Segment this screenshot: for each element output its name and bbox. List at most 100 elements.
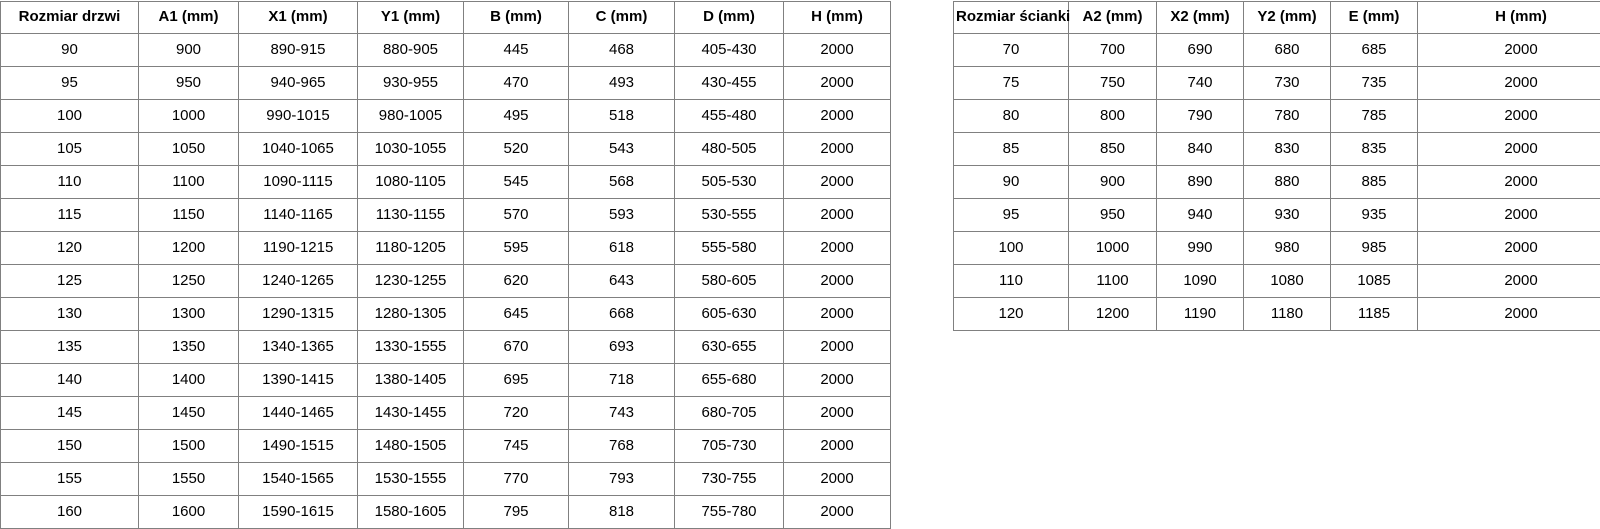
table-cell: 1040-1065	[239, 133, 358, 166]
row-size-cell: 80	[954, 100, 1069, 133]
table-cell: 1340-1365	[239, 331, 358, 364]
table-cell: 445	[464, 34, 569, 67]
row-size-cell: 130	[1, 298, 139, 331]
table-cell: 705-730	[675, 430, 784, 463]
table-cell: 2000	[784, 166, 891, 199]
table-cell: 750	[1069, 67, 1157, 100]
table-cell: 835	[1331, 133, 1418, 166]
column-header: C (mm)	[569, 2, 675, 34]
row-size-cell: 125	[1, 265, 139, 298]
table-cell: 770	[464, 463, 569, 496]
table-cell: 2000	[1418, 199, 1600, 232]
column-header: X2 (mm)	[1157, 2, 1244, 34]
table-cell: 790	[1157, 100, 1244, 133]
table-cell: 695	[464, 364, 569, 397]
table-cell: 1085	[1331, 265, 1418, 298]
table-cell: 1230-1255	[358, 265, 464, 298]
table-cell: 2000	[784, 496, 891, 529]
column-header: Y1 (mm)	[358, 2, 464, 34]
table-cell: 1100	[1069, 265, 1157, 298]
table-cell: 455-480	[675, 100, 784, 133]
table-cell: 505-530	[675, 166, 784, 199]
table-cell: 555-580	[675, 232, 784, 265]
table-cell: 643	[569, 265, 675, 298]
table-cell: 850	[1069, 133, 1157, 166]
table-cell: 2000	[1418, 232, 1600, 265]
table-cell: 880	[1244, 166, 1331, 199]
table-cell: 1080	[1244, 265, 1331, 298]
column-header: A2 (mm)	[1069, 2, 1157, 34]
table-cell: 1550	[139, 463, 239, 496]
table-cell: 1140-1165	[239, 199, 358, 232]
table-cell: 1180	[1244, 298, 1331, 331]
table-cell: 785	[1331, 100, 1418, 133]
table-cell: 1350	[139, 331, 239, 364]
table-cell: 1100	[139, 166, 239, 199]
table-cell: 2000	[784, 463, 891, 496]
table-cell: 1280-1305	[358, 298, 464, 331]
column-header: E (mm)	[1331, 2, 1418, 34]
table-cell: 2000	[1418, 100, 1600, 133]
table-cell: 2000	[784, 331, 891, 364]
table-cell: 985	[1331, 232, 1418, 265]
table-cell: 2000	[784, 364, 891, 397]
table-cell: 2000	[784, 133, 891, 166]
table-cell: 543	[569, 133, 675, 166]
table-cell: 1000	[139, 100, 239, 133]
column-header: Rozmiar ścianki	[954, 2, 1069, 34]
row-size-cell: 95	[954, 199, 1069, 232]
table-cell: 2000	[1418, 298, 1600, 331]
table-cell: 1580-1605	[358, 496, 464, 529]
table-cell: 793	[569, 463, 675, 496]
column-header: Rozmiar drzwi	[1, 2, 139, 34]
table-cell: 2000	[1418, 265, 1600, 298]
table-cell: 940	[1157, 199, 1244, 232]
table-cell: 990	[1157, 232, 1244, 265]
table-cell: 980-1005	[358, 100, 464, 133]
table-cell: 1090	[1157, 265, 1244, 298]
table-cell: 685	[1331, 34, 1418, 67]
table-cell: 2000	[784, 265, 891, 298]
table-cell: 1440-1465	[239, 397, 358, 430]
table-cell: 468	[569, 34, 675, 67]
table-cell: 1400	[139, 364, 239, 397]
table-cell: 480-505	[675, 133, 784, 166]
table-cell: 1290-1315	[239, 298, 358, 331]
table-cell: 470	[464, 67, 569, 100]
column-header: H (mm)	[1418, 2, 1600, 34]
table-cell: 2000	[784, 34, 891, 67]
table-cell: 680-705	[675, 397, 784, 430]
table-cell: 620	[464, 265, 569, 298]
table-cell: 900	[139, 34, 239, 67]
column-header: X1 (mm)	[239, 2, 358, 34]
table-cell: 950	[139, 67, 239, 100]
table-cell: 2000	[1418, 34, 1600, 67]
table-cell: 668	[569, 298, 675, 331]
table-cell: 980	[1244, 232, 1331, 265]
table-cell: 1390-1415	[239, 364, 358, 397]
row-size-cell: 120	[1, 232, 139, 265]
table-cell: 680	[1244, 34, 1331, 67]
row-size-cell: 95	[1, 67, 139, 100]
table-cell: 690	[1157, 34, 1244, 67]
column-header: Y2 (mm)	[1244, 2, 1331, 34]
table-cell: 518	[569, 100, 675, 133]
row-size-cell: 150	[1, 430, 139, 463]
